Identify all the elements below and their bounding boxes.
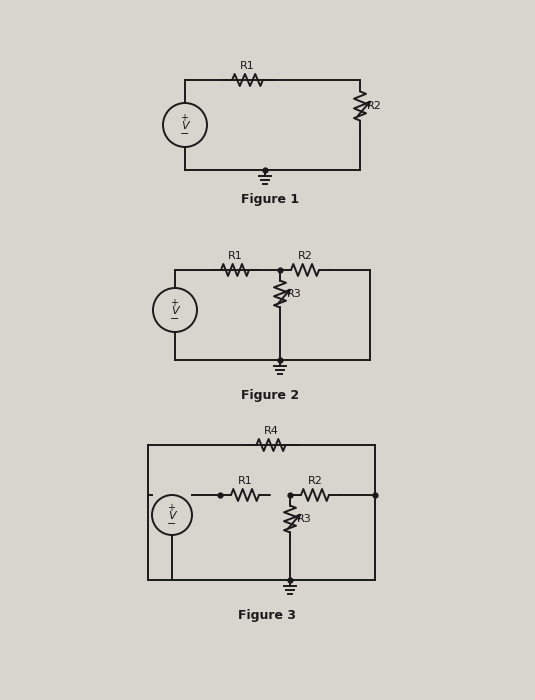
Text: R3: R3	[297, 514, 312, 524]
Text: R1: R1	[240, 61, 255, 71]
Text: R2: R2	[297, 251, 312, 261]
Text: +: +	[180, 113, 188, 123]
Text: R2: R2	[367, 101, 382, 111]
Text: R3: R3	[287, 289, 302, 299]
Text: R1: R1	[238, 476, 253, 486]
Text: −: −	[167, 519, 177, 529]
Text: Figure 3: Figure 3	[238, 608, 296, 622]
Text: Figure 1: Figure 1	[241, 193, 299, 206]
Text: V: V	[168, 511, 176, 521]
Text: Figure 2: Figure 2	[241, 389, 299, 402]
Text: +: +	[167, 503, 175, 513]
Text: V: V	[171, 306, 179, 316]
Text: V: V	[181, 121, 189, 131]
Text: R4: R4	[264, 426, 278, 436]
Text: R1: R1	[227, 251, 242, 261]
Text: −: −	[170, 314, 180, 324]
Text: R2: R2	[308, 476, 323, 486]
Text: +: +	[170, 298, 178, 308]
Text: −: −	[180, 129, 190, 139]
